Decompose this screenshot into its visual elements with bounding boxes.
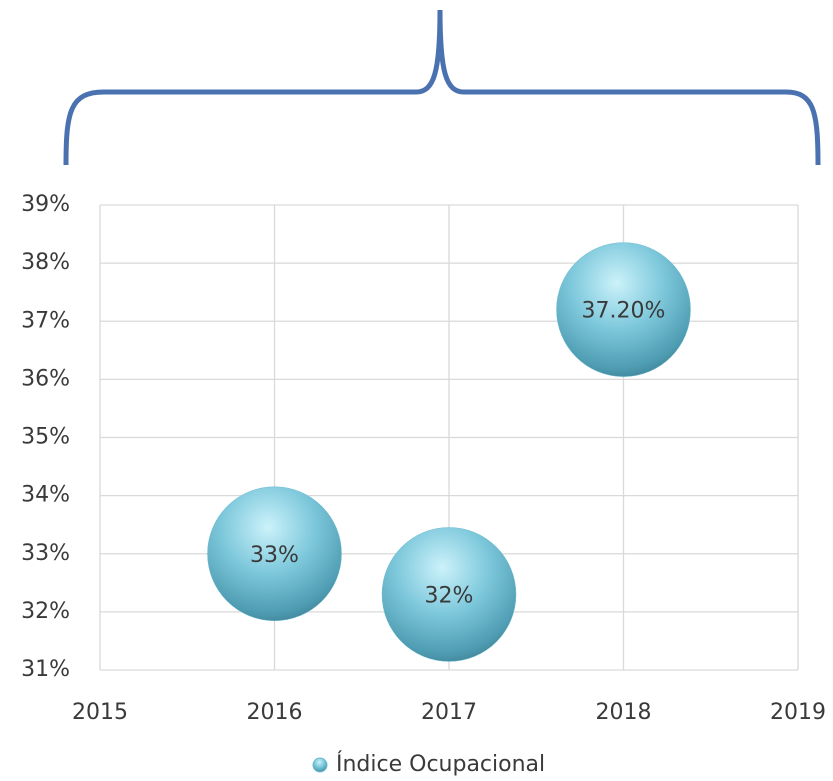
data-label: 33% [250,543,299,568]
legend-marker [312,757,328,773]
bubble [207,486,342,621]
y-tick-label: 39% [21,192,70,217]
y-tick-label: 34% [21,483,70,508]
y-tick-label: 33% [21,541,70,566]
x-tick-label: 2019 [770,700,826,725]
data-label: 32% [425,583,474,608]
y-tick-label: 31% [21,657,70,682]
y-tick-label: 36% [21,366,70,391]
y-tick-label: 35% [21,425,70,450]
x-tick-label: 2017 [421,700,477,725]
y-tick-label: 32% [21,599,70,624]
y-tick-label: 38% [21,250,70,275]
y-tick-label: 37% [21,308,70,333]
bubble [381,527,517,662]
legend-label: Índice Ocupacional [336,751,545,777]
x-tick-label: 2015 [72,700,128,725]
x-tick-label: 2016 [247,700,303,725]
brace [63,9,821,166]
bubble [556,242,691,377]
x-tick-label: 2018 [596,700,652,725]
data-label: 37.20% [582,299,666,324]
